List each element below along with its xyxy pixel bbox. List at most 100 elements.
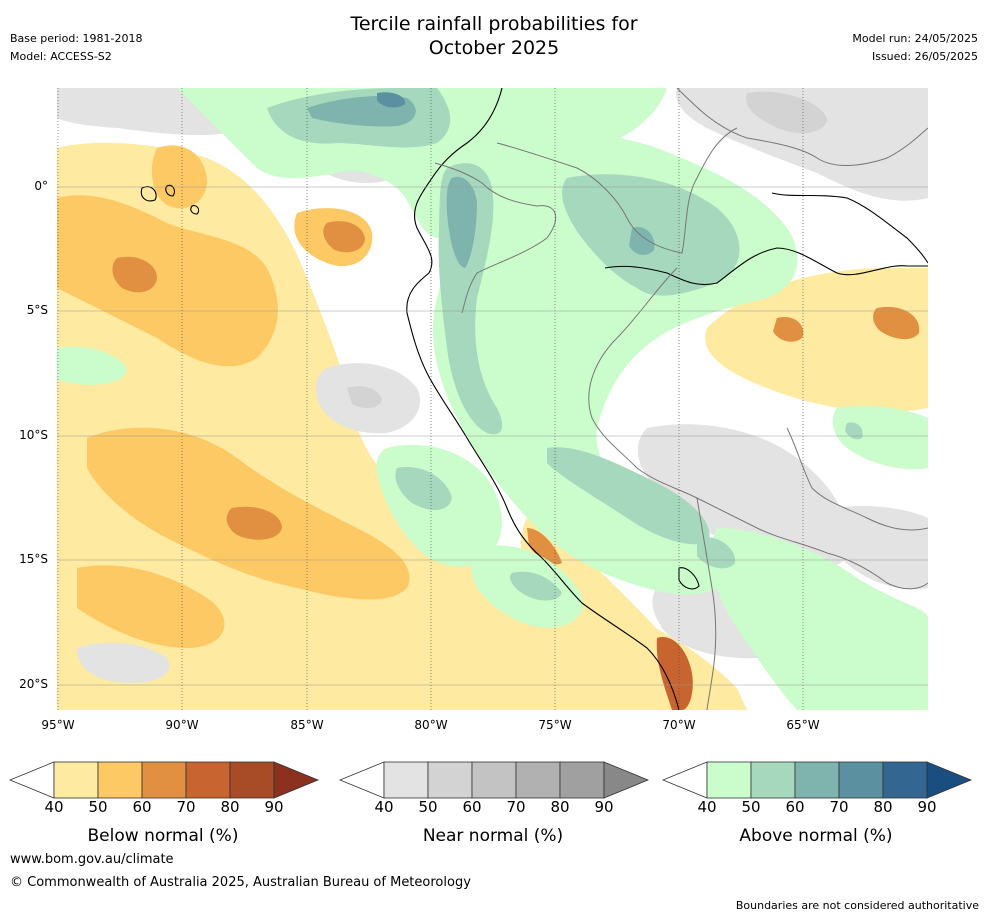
legend-swatch-upper [603,761,650,799]
legend-swatch-lower [661,761,708,799]
border-peru-brazil [588,267,698,499]
legend-swatch-upper [926,761,973,799]
footer-copyright: © Commonwealth of Australia 2025, Austra… [10,875,471,890]
legend-tick: 40 [374,798,394,816]
near-normal-center-50 [347,386,382,409]
above-normal-areas [57,88,928,710]
colorbar-near-normal [338,761,650,799]
legend-tick: 90 [594,798,614,816]
parallels [57,186,928,686]
colorbar-below-normal [8,761,320,799]
legend-swatch [559,761,605,799]
legend-tick: 60 [132,798,152,816]
lat-label-10s: 10°S [19,428,48,442]
legend-swatch [706,761,752,799]
south-america-coast [406,88,680,710]
legend-tick: 70 [506,798,526,816]
legend-tick: 80 [873,798,893,816]
lat-label-0: 0° [34,179,48,193]
lat-label-5s: 5°S [26,303,48,317]
above-normal-60-se [697,537,736,569]
legend-tick: 80 [550,798,570,816]
footer-url: www.bom.gov.au/climate [10,852,174,867]
near-normal-se [832,506,928,590]
border-brazil-bolivia [786,427,928,531]
legend-swatch-lower [8,761,55,799]
above-normal-60-peru [547,447,710,545]
map-canvas [57,88,928,710]
below-normal-70-andes [656,637,693,710]
galapagos-2 [165,184,175,197]
above-normal-50-west [57,346,127,385]
legend-tick: 50 [418,798,438,816]
above-normal-70-coast [446,176,477,268]
legend-tick: 80 [220,798,240,816]
legend-swatch [471,761,517,799]
below-normal-50-west [57,195,278,367]
below-normal-40-east [705,268,928,412]
lon-label-70w: 70°W [662,718,696,732]
below-normal-60-coast [527,528,562,565]
legend-swatch-lower [338,761,385,799]
meta-left: Base period: 1981-2018 Model: ACCESS-S2 [10,30,142,66]
legend-tick: 70 [176,798,196,816]
border-chile-bolivia [696,497,717,710]
legend-ticks-above: 40 50 60 70 80 90 [663,798,969,818]
below-normal-60-e [873,306,920,340]
country-borders [434,88,928,710]
north-coast [771,192,928,264]
below-normal-50-nw [151,145,207,209]
lon-label-90w: 90°W [165,718,199,732]
legend-swatch [882,761,928,799]
border-ecuador-peru [434,162,557,314]
legend-caption-above: Above normal (%) [739,826,893,846]
legend-below-normal: 40 50 60 70 80 90 [8,761,320,818]
legend-tick: 40 [697,798,717,816]
legend-near-normal: 40 50 60 70 80 90 [338,761,650,818]
legend-tick: 60 [785,798,805,816]
probability-map [57,88,928,710]
legend-tick: 90 [264,798,284,816]
legend-caption-near: Near normal (%) [422,826,564,846]
legend-swatch [750,761,796,799]
coastlines [140,88,928,710]
title-line-2: October 2025 [428,37,560,59]
lon-label-75w: 75°W [538,718,572,732]
model-name: Model: ACCESS-S2 [10,50,112,63]
legend-swatch [229,761,275,799]
galapagos-3 [190,205,200,215]
amazon-river [604,247,928,286]
legend-tick: 40 [44,798,64,816]
legend-tick: 70 [829,798,849,816]
legend-above-normal: 40 50 60 70 80 90 [661,761,973,818]
legend-swatch [427,761,473,799]
legend-ticks-near: 40 50 60 70 80 90 [340,798,646,818]
legend-ticks-below: 40 50 60 70 80 90 [10,798,316,818]
legend-tick: 50 [88,798,108,816]
legend-swatch-upper [273,761,320,799]
legend-swatch [141,761,187,799]
border-bolivia [696,497,928,590]
below-normal-60-c [323,221,365,253]
legend-swatch [97,761,143,799]
below-normal-60-a [112,256,157,293]
below-normal-60-b [226,506,282,540]
meta-right: Model run: 24/05/2025 Issued: 26/05/2025 [852,30,978,66]
legend-swatch [838,761,884,799]
model-run: Model run: 24/05/2025 [852,32,978,45]
footer-note: Boundaries are not considered authoritat… [735,899,979,912]
above-normal-80-north [377,92,406,108]
legend-swatch [185,761,231,799]
border-colombia-brazil [496,127,738,254]
below-normal-50-sw [77,565,225,648]
map-title: Tercile rainfall probabilities for Octob… [0,12,988,60]
lake-titicaca [678,567,700,590]
title-line-1: Tercile rainfall probabilities for [350,13,638,35]
legend-swatch [515,761,561,799]
lon-label-95w: 95°W [41,718,75,732]
legend-tick: 50 [741,798,761,816]
below-normal-60-d [773,317,804,342]
below-normal-areas [57,142,928,710]
near-normal-ne [676,88,928,201]
near-normal-ne-50 [746,91,827,134]
